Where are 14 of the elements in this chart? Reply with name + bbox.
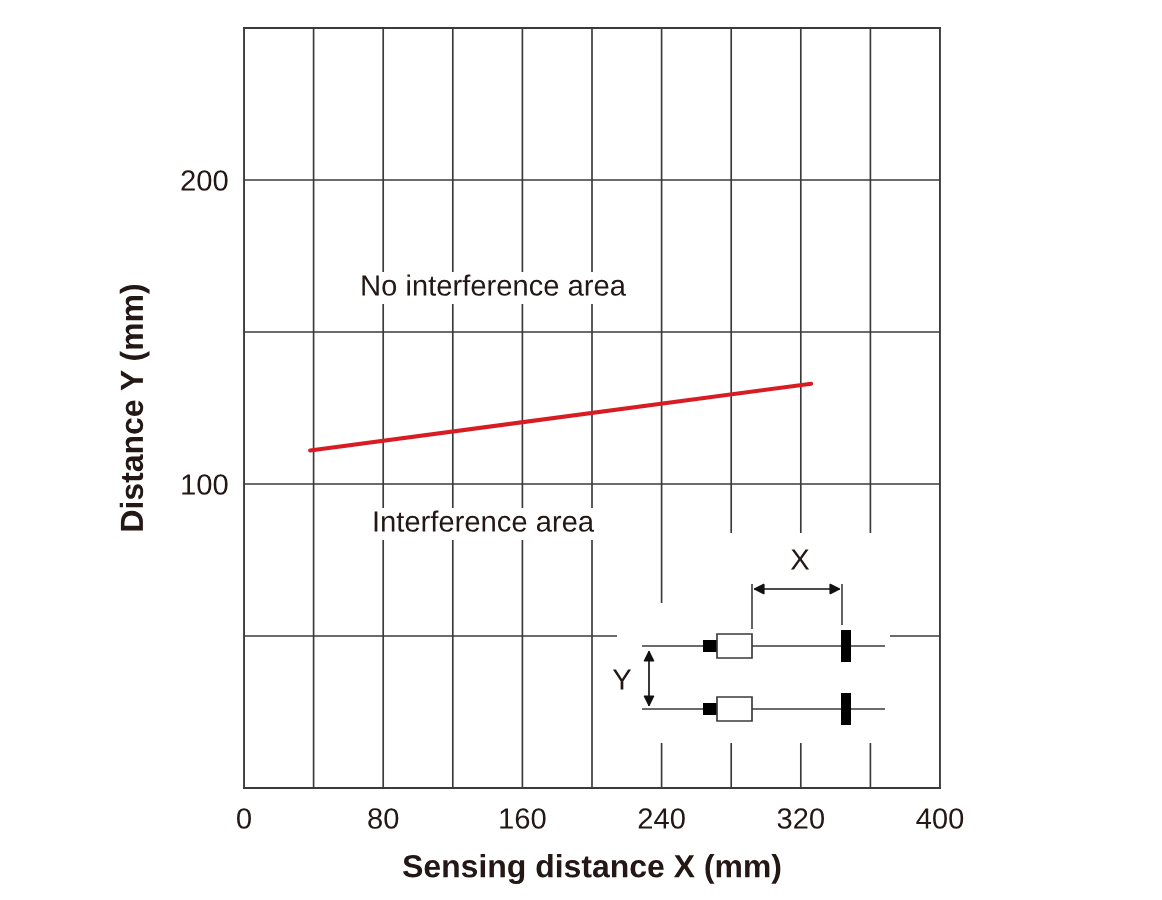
annotation: Interference area [374, 510, 595, 532]
x-tick-label: 240 [638, 808, 685, 829]
x-tick-label: 80 [368, 808, 399, 829]
y-tick-label: 100 [182, 474, 228, 495]
y-tick-label: 200 [181, 170, 228, 191]
annotation: No interference area [362, 274, 626, 296]
x-tick-label: 0 [237, 808, 251, 829]
annotation: X [790, 549, 810, 570]
x-tick-label: 320 [777, 808, 824, 829]
y-axis-title: Distance Y (mm) [119, 284, 150, 531]
x-tick-label: 160 [500, 808, 546, 829]
annotation: Y [612, 669, 632, 690]
x-tick-label: 400 [916, 808, 964, 829]
x-axis-title: Sensing distance X (mm) [402, 854, 781, 884]
